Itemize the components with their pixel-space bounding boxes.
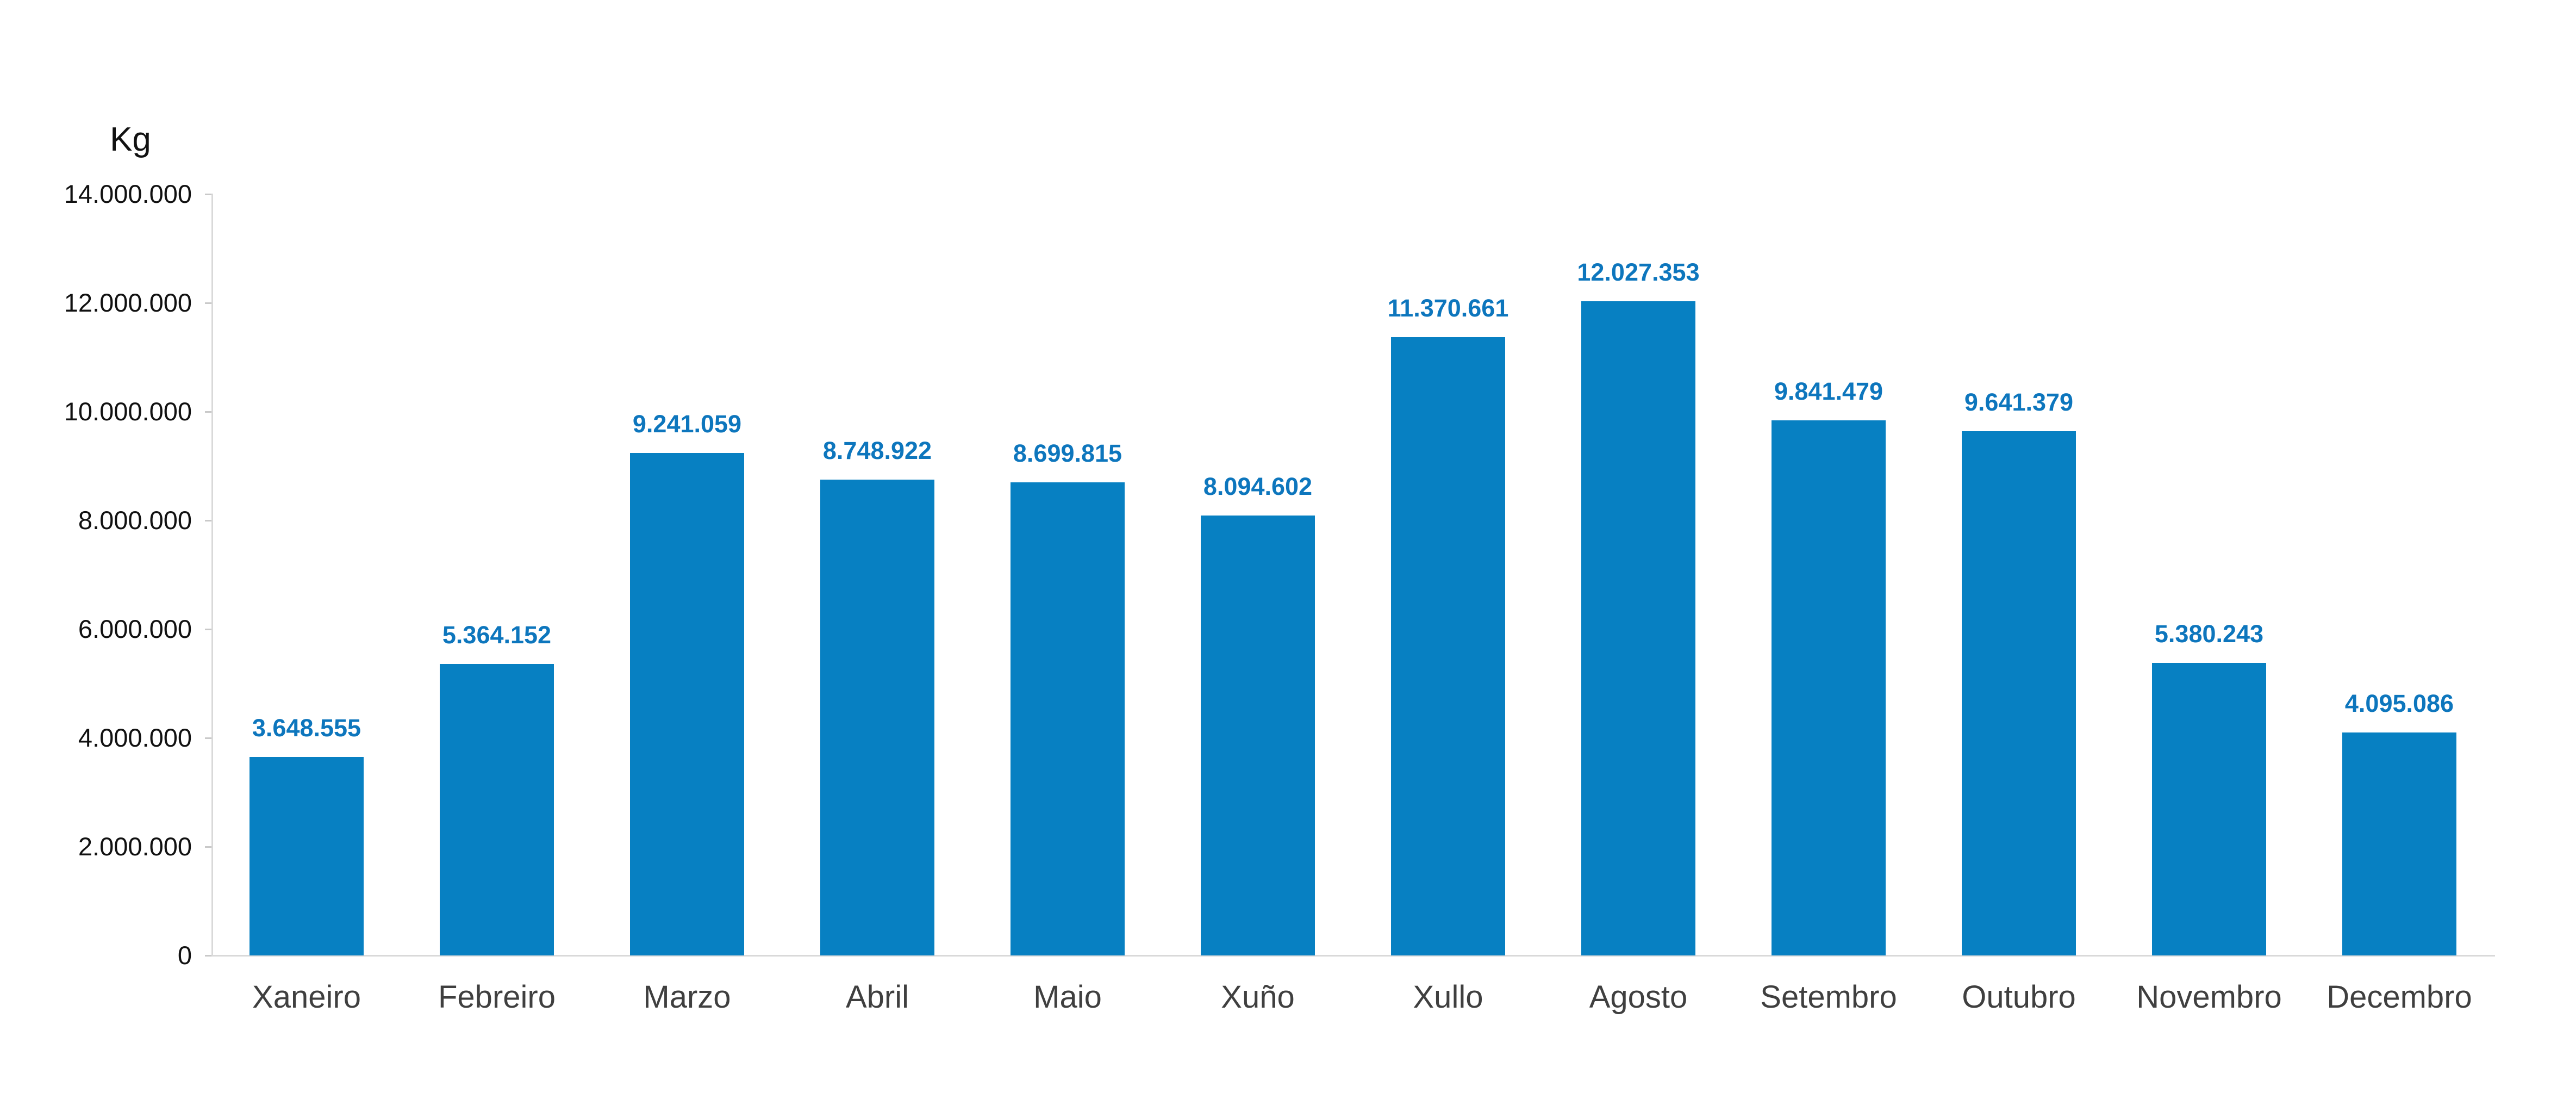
y-axis-tick (205, 629, 211, 630)
bar-value-label: 4.095.086 (2344, 690, 2454, 717)
x-axis-line (205, 955, 2495, 957)
bar-value-label: 8.699.815 (1013, 439, 1122, 467)
bar (1201, 516, 1315, 955)
bar (1581, 301, 1695, 955)
bar-value-label: 9.841.479 (1774, 377, 1883, 405)
y-axis-tick-label: 14.000.000 (64, 179, 192, 208)
x-axis-label: Xullo (1413, 979, 1483, 1015)
y-axis-tick (205, 846, 211, 848)
y-axis-title: Kg (110, 121, 151, 158)
y-axis-tick-label: 12.000.000 (64, 288, 192, 317)
x-axis-label: Xuño (1221, 979, 1295, 1015)
bar-value-label: 9.641.379 (1964, 388, 2074, 416)
y-axis-tick-label: 6.000.000 (78, 614, 192, 643)
x-axis-label: Maio (1033, 979, 1102, 1015)
bar (820, 480, 934, 955)
bar-value-label: 8.094.602 (1203, 473, 1313, 500)
bar (250, 757, 364, 955)
x-axis-label: Decembro (2326, 979, 2472, 1015)
bar-value-label: 9.241.059 (632, 410, 742, 438)
bar-value-label: 12.027.353 (1577, 258, 1700, 286)
bar (1962, 431, 2076, 955)
y-axis-tick-label: 2.000.000 (78, 832, 192, 861)
x-axis-label: Xaneiro (252, 979, 361, 1015)
bar-value-label: 11.370.661 (1387, 294, 1509, 322)
x-axis-label: Febreiro (438, 979, 556, 1015)
bar (1772, 420, 1886, 955)
x-axis-label: Novembro (2136, 979, 2282, 1015)
y-axis-tick (205, 411, 211, 413)
bar (1391, 337, 1505, 955)
bar (440, 664, 554, 955)
y-axis-tick-label: 8.000.000 (78, 506, 192, 535)
y-axis-tick-label: 4.000.000 (78, 723, 192, 752)
y-axis-tick (205, 737, 211, 739)
y-axis-tick (205, 302, 211, 304)
bar (2342, 732, 2456, 955)
x-axis-label: Marzo (643, 979, 731, 1015)
bar-value-label: 3.648.555 (252, 714, 361, 742)
bar-value-label: 8.748.922 (822, 437, 932, 464)
bar (1011, 482, 1125, 955)
y-axis-tick-label: 10.000.000 (64, 397, 192, 426)
bar-value-label: 5.364.152 (442, 621, 552, 649)
x-axis-label: Setembro (1760, 979, 1897, 1015)
x-axis-label: Abril (845, 979, 909, 1015)
x-axis-label: Outubro (1962, 979, 2076, 1015)
y-axis-tick (205, 194, 211, 195)
bar (630, 453, 744, 955)
x-axis-label: Agosto (1589, 979, 1688, 1015)
y-axis-line (211, 194, 213, 957)
y-axis-tick (205, 955, 211, 957)
bar (2152, 663, 2266, 955)
y-axis-tick (205, 520, 211, 521)
y-axis-tick-label: 0 (177, 941, 192, 970)
bar-value-label: 5.380.243 (2154, 620, 2264, 648)
